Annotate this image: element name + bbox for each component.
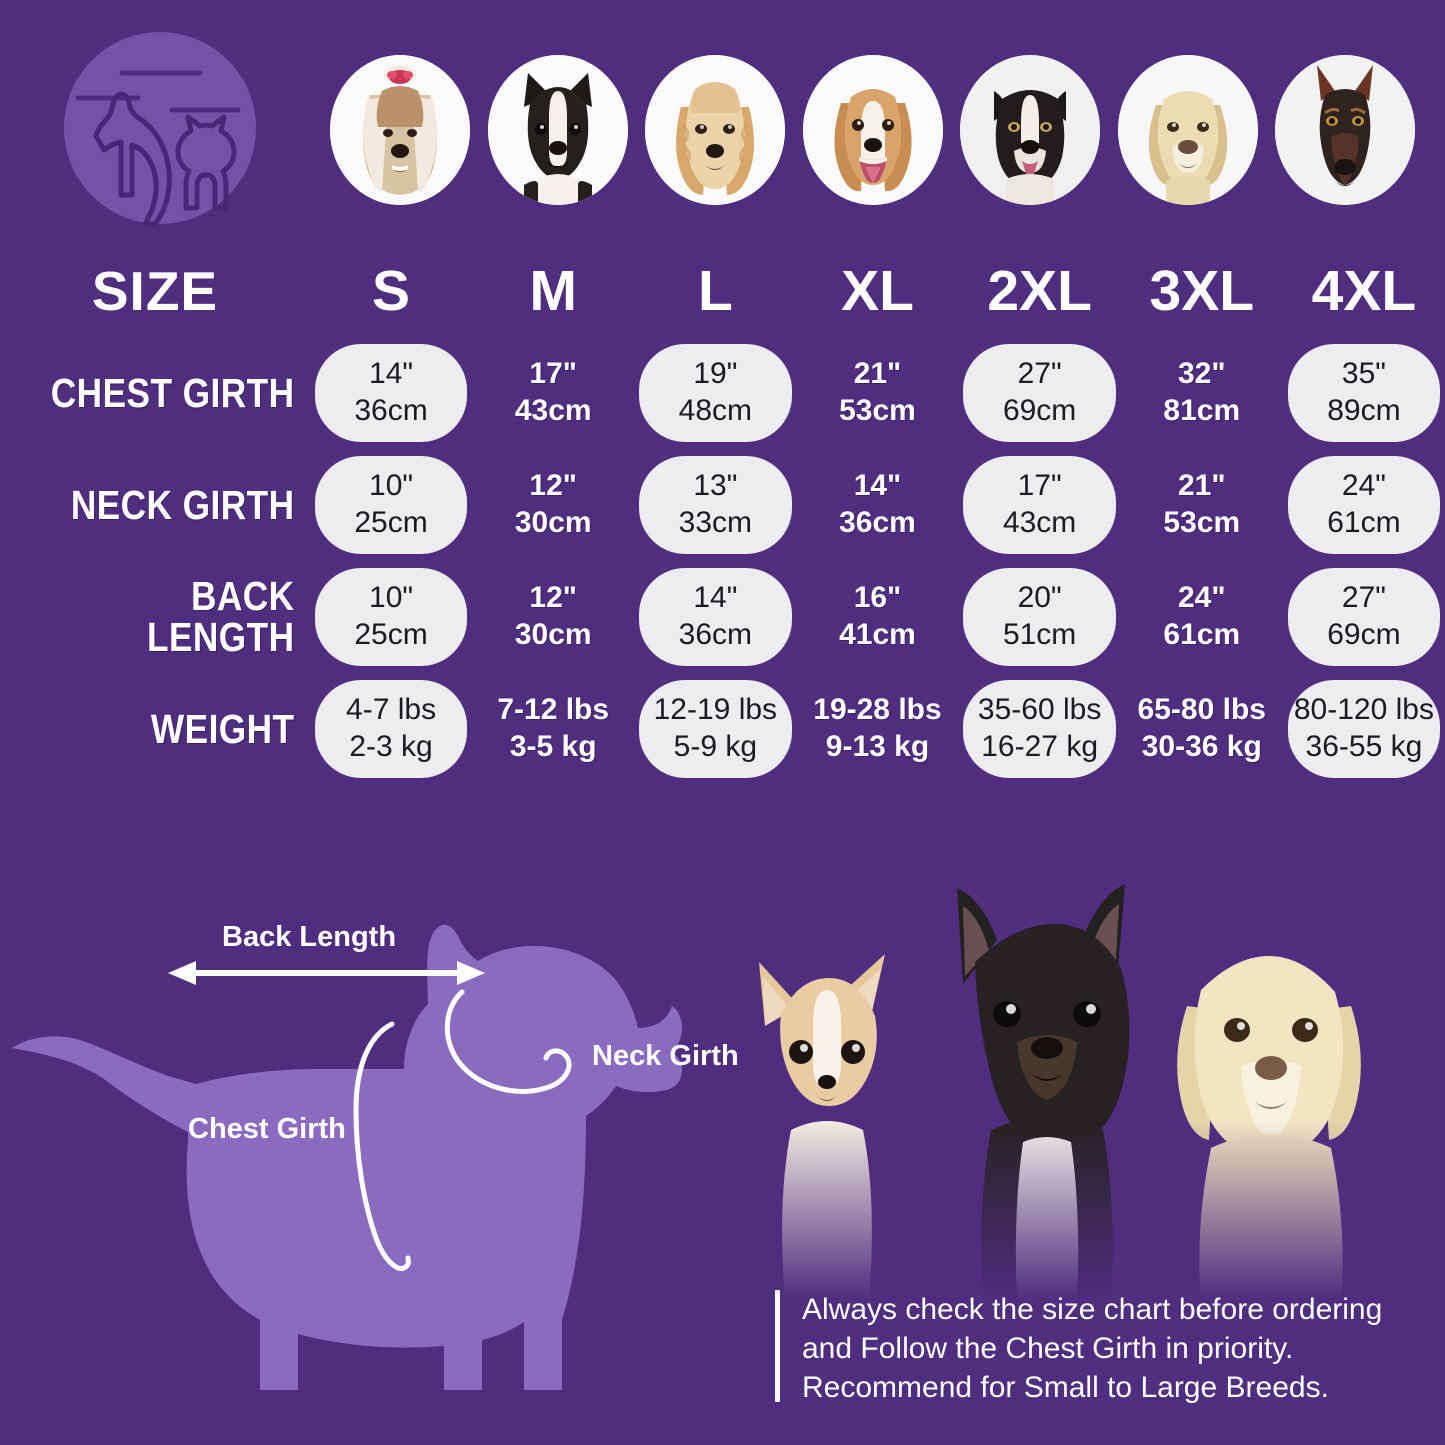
cell-back-l: 14" 36cm	[639, 568, 792, 666]
table-header-row: SIZE S M L XL 2XL 3XL 4XL	[0, 245, 1445, 337]
neck-girth-label: Neck Girth	[592, 1040, 739, 1072]
back-length-label: Back Length	[222, 921, 396, 953]
cell-neck-l: 13" 33cm	[639, 456, 792, 554]
note-line-3: Recommend for Small to Large Breeds.	[802, 1371, 1329, 1404]
breed-photo-beagle	[802, 55, 943, 205]
row-label-weight: WEIGHT	[150, 705, 295, 752]
size-table: SIZE S M L XL 2XL 3XL 4XL CHEST GIRTH 14…	[0, 245, 1445, 785]
bottom-dog-chihuahua	[759, 954, 885, 1300]
table-row-weight: WEIGHT 4-7 lbs 2-3 kg 7-12 lbs 3-5 kg 12-1…	[0, 673, 1445, 785]
measurement-diagram: Back Length Neck Girth Chest Girth	[0, 860, 790, 1420]
bottom-dog-labrador	[1177, 956, 1361, 1300]
cell-chest-2xl: 27" 69cm	[963, 344, 1116, 442]
table-row-neck-girth: NECK GIRTH 10" 25cm 12" 30cm 13" 33cm 14" 36…	[0, 449, 1445, 561]
size-header-2xl: 2XL	[987, 258, 1092, 323]
cell-chest-m: 17" 43cm	[514, 357, 592, 427]
cell-chest-l: 19" 48cm	[639, 344, 792, 442]
cell-weight-m: 7-12 lbs 3-5 kg	[497, 693, 610, 763]
breed-photo-cocker-spaniel	[645, 55, 785, 205]
size-header-s: S	[372, 258, 411, 323]
breed-photo-strip	[330, 45, 1415, 215]
row-label-chest-girth: CHEST GIRTH	[50, 369, 295, 416]
row-label-neck-girth: NECK GIRTH	[70, 481, 295, 528]
cell-chest-s: 14" 36cm	[314, 344, 468, 442]
cell-chest-xl: 21" 53cm	[839, 357, 916, 427]
cell-neck-m: 12" 30cm	[514, 469, 592, 539]
bottom-dog-french-bulldog	[957, 884, 1130, 1300]
dog-cat-circle-logo-icon	[60, 28, 260, 228]
cell-neck-xl: 14" 36cm	[839, 469, 916, 539]
cell-weight-l: 12-19 lbs 5-9 kg	[639, 680, 792, 778]
cell-back-m: 12" 30cm	[514, 581, 592, 651]
size-header-3xl: 3XL	[1149, 258, 1255, 323]
cell-back-3xl: 24" 61cm	[1163, 581, 1241, 651]
cell-neck-4xl: 24" 61cm	[1287, 456, 1441, 554]
breed-photo-boston-terrier	[487, 55, 628, 205]
cell-chest-3xl: 32" 81cm	[1163, 357, 1241, 427]
table-row-chest-girth: CHEST GIRTH 14" 36cm 17" 43cm 19" 48cm 21" 5…	[0, 337, 1445, 449]
cell-weight-xl: 19-28 lbs 9-13 kg	[813, 693, 942, 763]
cell-back-4xl: 27" 69cm	[1287, 568, 1441, 666]
cell-weight-2xl: 35-60 lbs 16-27 kg	[963, 680, 1116, 778]
bottom-dog-photos	[725, 830, 1445, 1300]
cell-back-xl: 16" 41cm	[839, 581, 916, 651]
size-header-4xl: 4XL	[1311, 258, 1417, 323]
cell-back-2xl: 20" 51cm	[963, 568, 1116, 666]
table-row-back-length: BACK LENGTH 10" 25cm 12" 30cm 14" 36cm 16" 4…	[0, 561, 1445, 673]
cell-weight-s: 4-7 lbs 2-3 kg	[314, 680, 468, 778]
table-corner-label: SIZE	[91, 259, 219, 322]
breed-photo-border-collie	[960, 55, 1100, 205]
note-line-2: and Follow the Chest Girth in priority.	[802, 1332, 1294, 1365]
size-chart-note: Always check the size chart before order…	[775, 1290, 1435, 1407]
breed-photo-labrador-retriever	[1117, 55, 1258, 205]
breed-photo-doberman	[1275, 55, 1415, 205]
chest-girth-label: Chest Girth	[188, 1113, 346, 1145]
cell-neck-3xl: 21" 53cm	[1163, 469, 1241, 539]
cell-weight-4xl: 80-120 lbs 36-55 kg	[1287, 680, 1441, 778]
neck-girth-loop-icon	[444, 989, 572, 1094]
chest-girth-line-icon	[353, 1021, 411, 1271]
cell-back-s: 10" 25cm	[314, 568, 468, 666]
size-header-xl: XL	[841, 258, 914, 323]
cell-neck-s: 10" 25cm	[314, 456, 468, 554]
row-label-back-length: BACK LENGTH	[146, 573, 295, 660]
note-line-1: Always check the size chart before order…	[802, 1293, 1383, 1326]
note-accent-bar	[775, 1290, 780, 1402]
size-header-l: L	[697, 258, 733, 323]
cell-neck-2xl: 17" 43cm	[963, 456, 1116, 554]
dog-side-silhouette-icon	[12, 924, 682, 1390]
cell-weight-3xl: 65-80 lbs 30-36 kg	[1137, 693, 1266, 763]
size-header-m: M	[529, 258, 577, 323]
back-length-arrow-icon	[168, 961, 485, 985]
cell-chest-4xl: 35" 89cm	[1287, 344, 1441, 442]
breed-photo-shih-tzu	[330, 55, 470, 205]
